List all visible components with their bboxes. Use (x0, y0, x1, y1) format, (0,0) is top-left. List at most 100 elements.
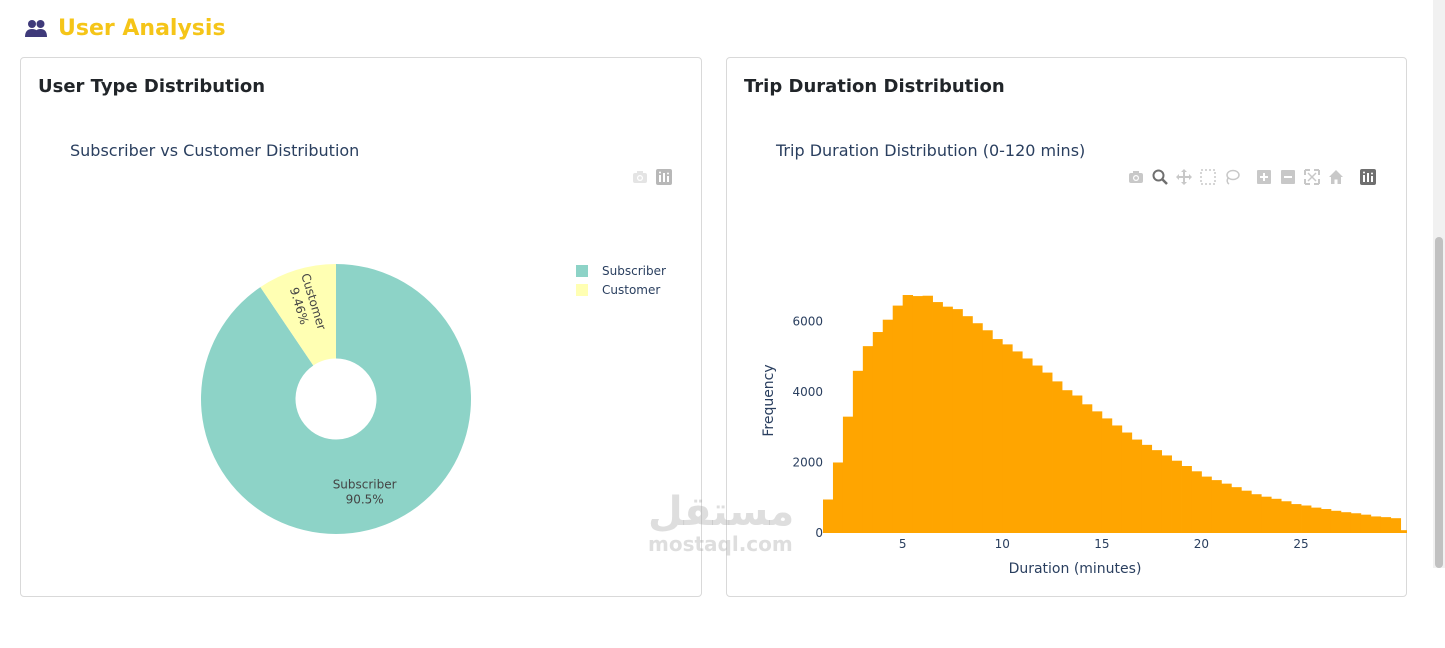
modebar (631, 168, 673, 186)
slice-label: Subscriber (333, 477, 397, 491)
home-icon[interactable] (1327, 168, 1345, 186)
histogram-bar[interactable] (1022, 358, 1033, 533)
histogram-bar[interactable] (1111, 425, 1123, 533)
x-tick-label: 25 (1293, 537, 1308, 551)
box-select-icon[interactable] (1199, 168, 1217, 186)
pan-icon[interactable] (1175, 168, 1193, 186)
histogram-bar[interactable] (972, 323, 983, 533)
histogram-bar[interactable] (842, 416, 854, 533)
y-axis-label: Frequency (761, 364, 777, 436)
histogram-bar[interactable] (902, 295, 914, 533)
histogram-bar[interactable] (1002, 344, 1013, 533)
scrollbar-thumb[interactable] (1435, 237, 1443, 568)
histogram-bar[interactable] (1032, 365, 1043, 533)
histogram-bar[interactable] (1291, 504, 1302, 533)
lasso-icon[interactable] (1223, 168, 1241, 186)
watermark-text: mostaql.com (648, 532, 793, 556)
histogram-bar[interactable] (1181, 466, 1192, 533)
autoscale-icon[interactable] (1303, 168, 1321, 186)
histogram-bar[interactable] (1261, 496, 1272, 533)
slice-percent: 90.5% (346, 492, 384, 506)
camera-icon[interactable] (631, 168, 649, 186)
watermark: مستقل mostaql.com (648, 492, 794, 556)
histogram-bar[interactable] (1191, 471, 1202, 533)
x-axis-label: Duration (minutes) (1009, 561, 1142, 577)
histogram-bar[interactable] (1241, 490, 1252, 533)
histogram-bar[interactable] (1281, 501, 1292, 533)
histogram-bar[interactable] (1301, 505, 1312, 534)
histogram-bar[interactable] (1370, 516, 1382, 533)
plotly-logo-icon[interactable] (1359, 168, 1377, 186)
histogram-bar[interactable] (1062, 390, 1073, 533)
histogram-bar[interactable] (1350, 513, 1362, 533)
histogram-bar[interactable] (1221, 483, 1232, 533)
histogram-bar[interactable] (1211, 480, 1222, 533)
histogram-bar[interactable] (1390, 518, 1402, 533)
x-tick-label: 5 (899, 537, 907, 551)
y-tick-label: 4000 (792, 385, 823, 399)
histogram-bar[interactable] (823, 499, 834, 533)
histogram-bar[interactable] (852, 370, 864, 533)
histogram-bar[interactable] (882, 319, 894, 533)
histogram-bar[interactable] (1380, 517, 1392, 533)
histogram-bar[interactable] (962, 316, 973, 533)
histogram-bar[interactable] (1091, 411, 1103, 533)
histogram-bar[interactable] (1400, 530, 1407, 533)
histogram-bar[interactable] (922, 295, 933, 533)
zoom-icon[interactable] (1151, 168, 1169, 186)
histogram-bar[interactable] (1042, 372, 1053, 533)
histogram-bar[interactable] (1330, 510, 1342, 533)
watermark-logo: مستقل (648, 489, 795, 535)
histogram-bar[interactable] (1251, 494, 1262, 533)
histogram-bar[interactable] (1171, 460, 1182, 533)
histogram-bar[interactable] (952, 309, 963, 533)
user-type-card: User Type Distribution Subscriber vs Cus… (20, 57, 702, 597)
histogram-bar[interactable] (1141, 444, 1153, 533)
histogram-bar[interactable] (1320, 509, 1332, 533)
legend-entry[interactable]: Subscriber (602, 264, 666, 278)
histogram-bar[interactable] (1201, 476, 1212, 533)
plot-title: Trip Duration Distribution (0-120 mins) (776, 141, 1086, 160)
histogram-bar[interactable] (832, 462, 844, 533)
legend-entry[interactable]: Customer (602, 283, 660, 297)
section-title: User Analysis (58, 15, 226, 41)
histogram-bar[interactable] (1340, 512, 1352, 533)
histogram-bar[interactable] (1151, 450, 1163, 533)
histogram-bar[interactable] (1161, 455, 1172, 533)
histogram-bar[interactable] (1311, 507, 1322, 533)
histogram-bar[interactable] (1081, 404, 1093, 533)
pie-slice-subscriber[interactable] (201, 264, 471, 534)
y-tick-label: 2000 (792, 455, 823, 469)
histogram-bar[interactable] (1231, 487, 1242, 533)
legend-swatch[interactable] (576, 284, 588, 296)
camera-icon[interactable] (1127, 168, 1145, 186)
histogram-bar[interactable] (992, 339, 1003, 533)
modebar (1127, 168, 1377, 186)
histogram-bar[interactable] (1101, 418, 1113, 533)
plotly-logo-icon[interactable] (655, 168, 673, 186)
histogram-bar[interactable] (942, 306, 953, 533)
x-tick-label: 10 (995, 537, 1010, 551)
users-icon (25, 20, 47, 37)
histogram-bar[interactable] (1271, 498, 1282, 533)
histogram-bar[interactable] (912, 296, 923, 533)
histogram-bar[interactable] (1131, 439, 1143, 533)
zoom-out-icon[interactable] (1279, 168, 1297, 186)
x-tick-label: 20 (1194, 537, 1209, 551)
legend-swatch[interactable] (576, 265, 588, 277)
histogram-bar[interactable] (1121, 432, 1133, 533)
histogram-bar[interactable] (1012, 351, 1023, 533)
histogram-bar[interactable] (1052, 381, 1063, 533)
histogram-bar[interactable] (892, 305, 904, 533)
y-tick-label: 6000 (792, 314, 823, 328)
histogram-bar[interactable] (1071, 395, 1083, 534)
y-tick-label: 0 (815, 526, 823, 540)
histogram-bar[interactable] (872, 332, 884, 533)
histogram-bar[interactable] (982, 330, 993, 533)
histogram-bar[interactable] (932, 302, 943, 533)
histogram-bar[interactable] (1360, 514, 1372, 533)
x-tick-label: 15 (1094, 537, 1109, 551)
zoom-in-icon[interactable] (1255, 168, 1273, 186)
histogram-bar[interactable] (862, 346, 874, 533)
pie-slice-customer[interactable] (260, 264, 336, 366)
